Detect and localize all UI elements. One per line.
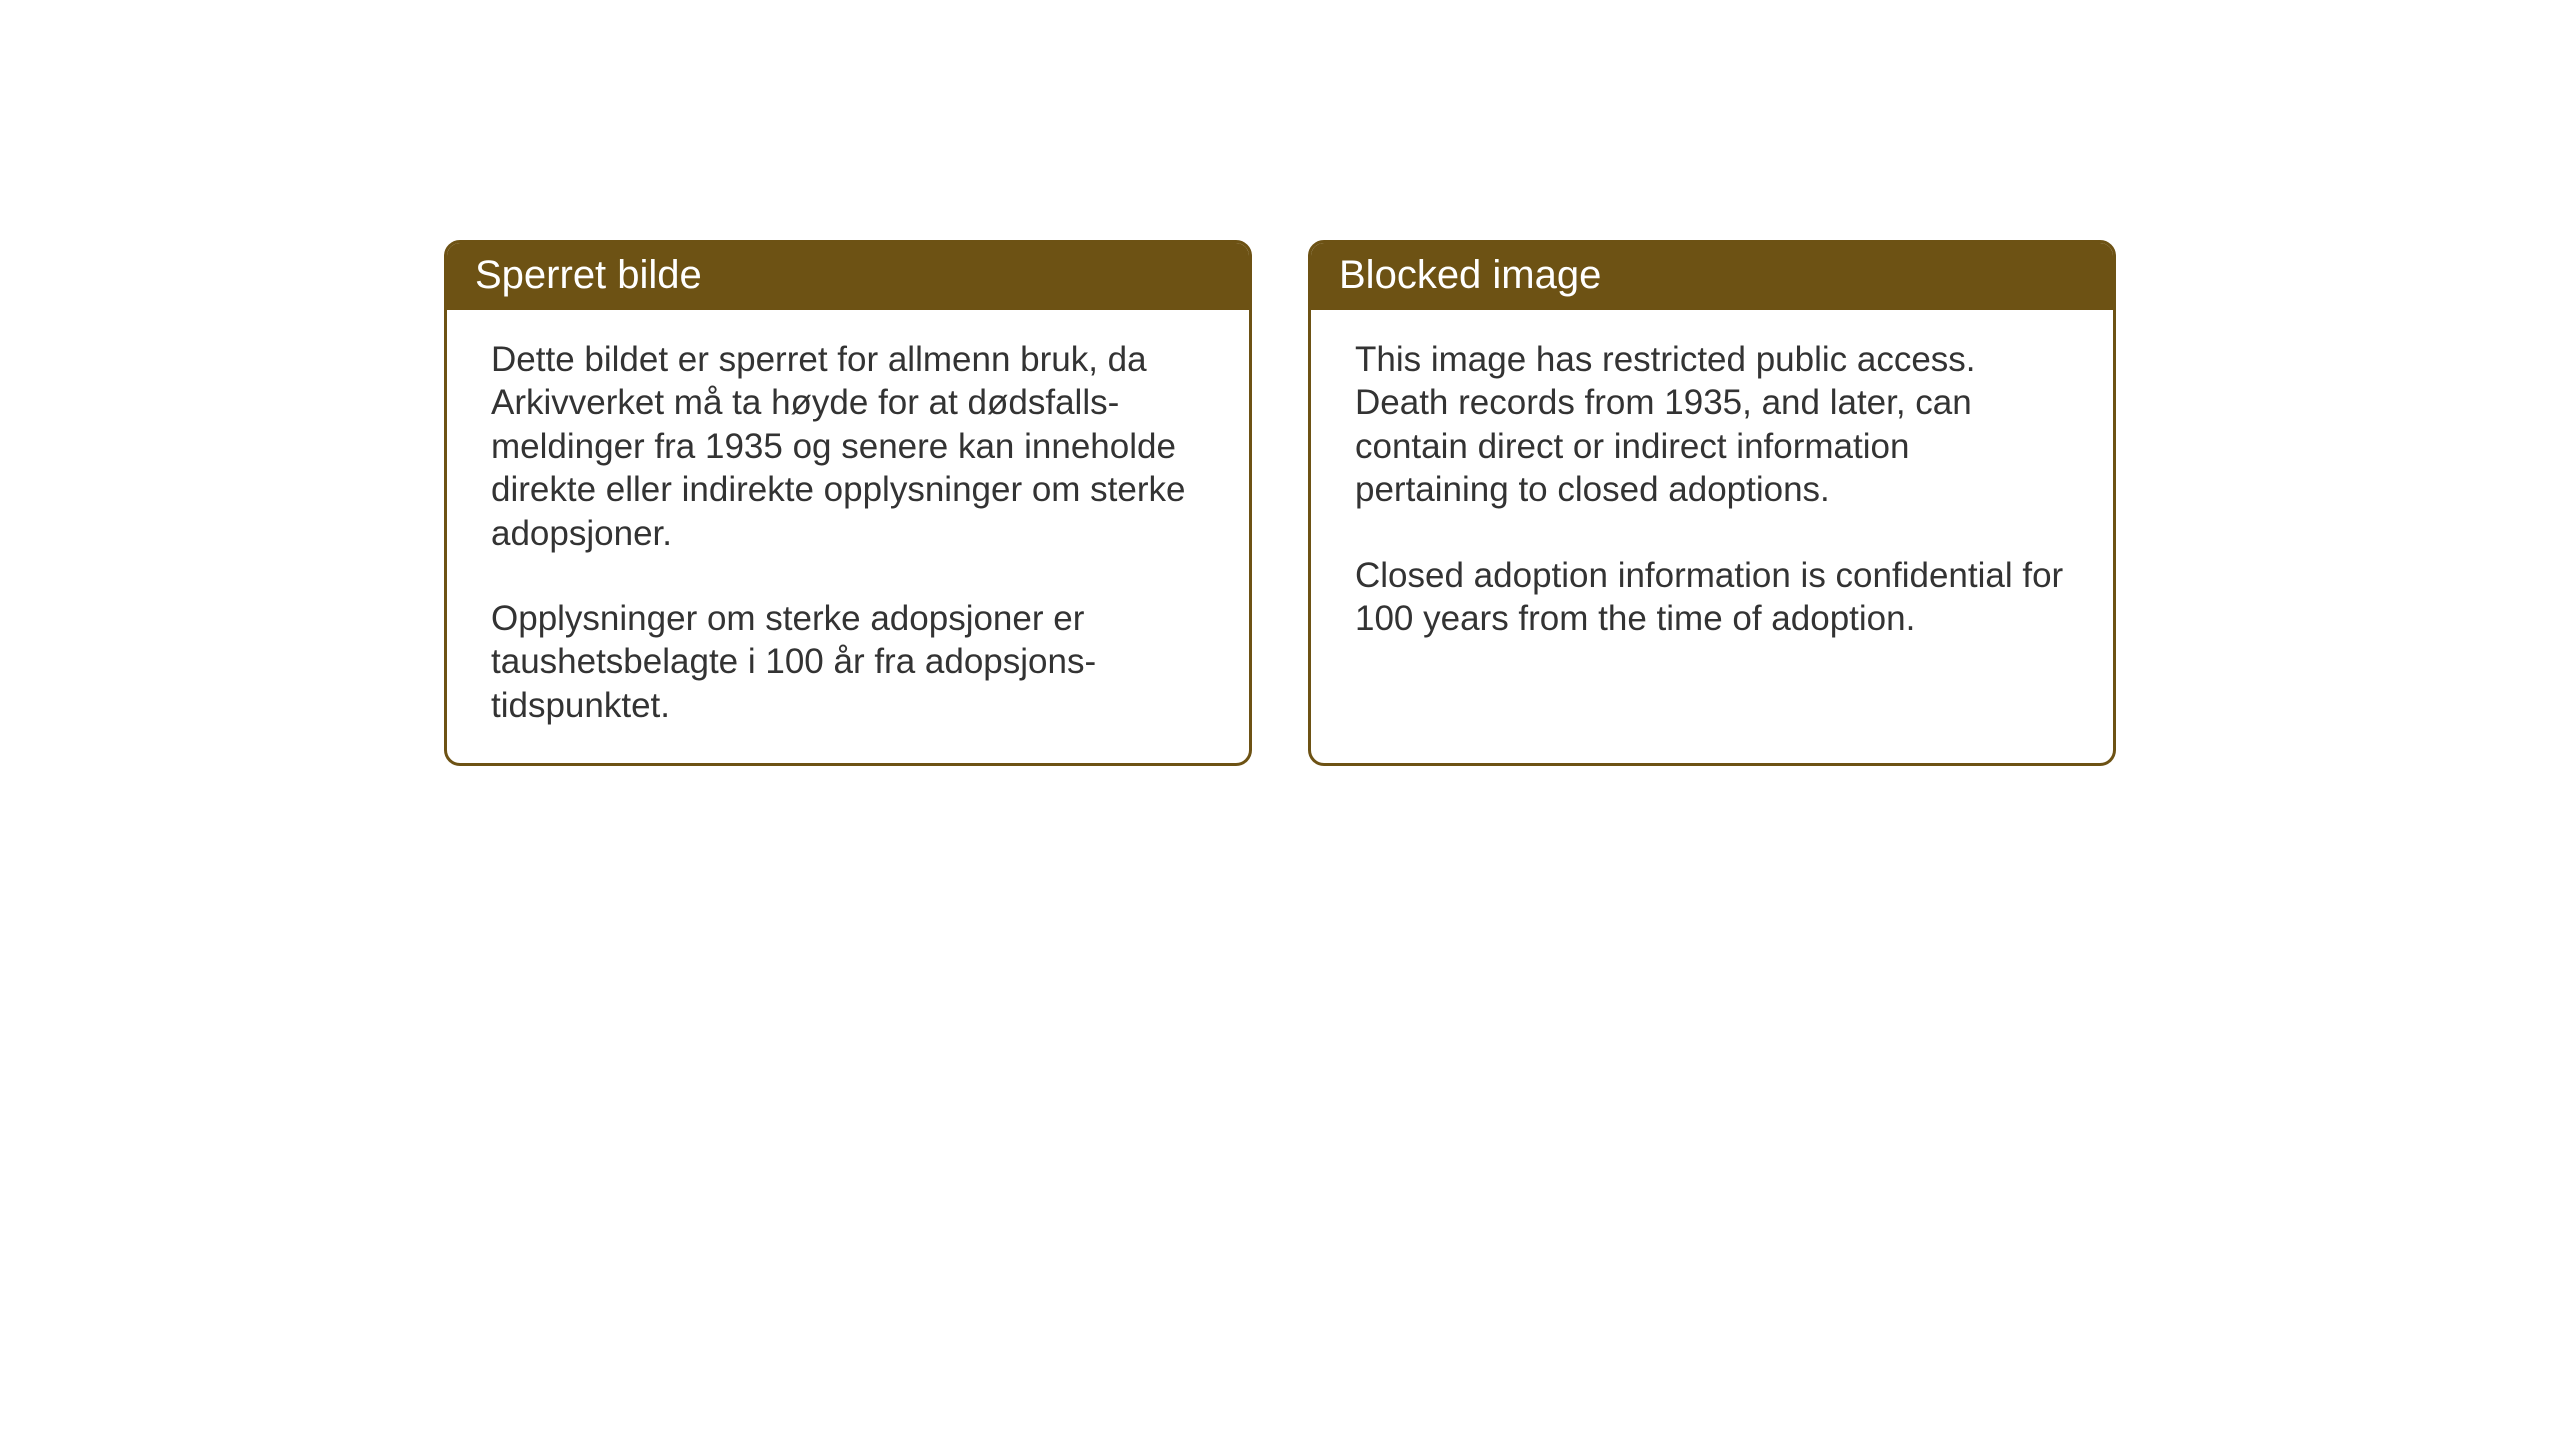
paragraph-english-1: This image has restricted public access.…	[1355, 338, 2069, 512]
card-body-english: This image has restricted public access.…	[1311, 310, 2113, 728]
card-header-norwegian: Sperret bilde	[447, 243, 1249, 310]
paragraph-norwegian-2: Opplysninger om sterke adopsjoner er tau…	[491, 597, 1205, 727]
notice-container: Sperret bilde Dette bildet er sperret fo…	[444, 240, 2116, 766]
paragraph-norwegian-1: Dette bildet er sperret for allmenn bruk…	[491, 338, 1205, 555]
notice-card-english: Blocked image This image has restricted …	[1308, 240, 2116, 766]
card-header-english: Blocked image	[1311, 243, 2113, 310]
notice-card-norwegian: Sperret bilde Dette bildet er sperret fo…	[444, 240, 1252, 766]
card-body-norwegian: Dette bildet er sperret for allmenn bruk…	[447, 310, 1249, 763]
paragraph-english-2: Closed adoption information is confident…	[1355, 554, 2069, 641]
